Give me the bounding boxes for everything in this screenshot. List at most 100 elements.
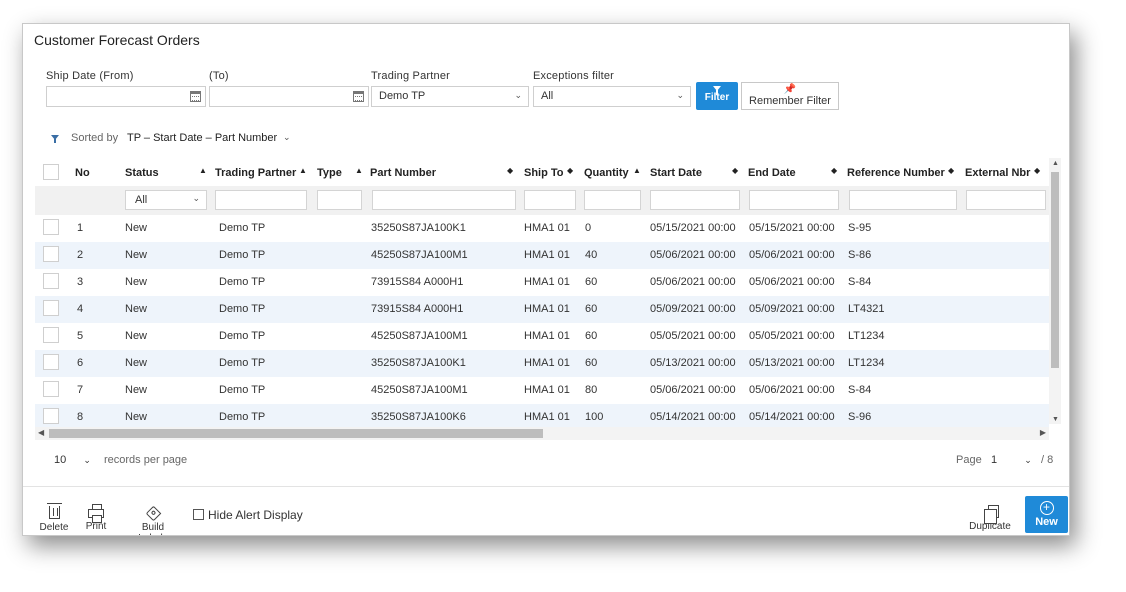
row-trading-partner: Demo TP: [219, 303, 266, 315]
row-checkbox[interactable]: [43, 273, 59, 289]
column-header-status[interactable]: Status: [125, 167, 159, 179]
row-quantity: 60: [585, 357, 598, 369]
exceptions-filter-select[interactable]: All ⌄: [533, 86, 691, 107]
start-date-filter-input[interactable]: [650, 190, 740, 210]
trading-partner-filter-input[interactable]: [215, 190, 307, 210]
table-row[interactable]: 3 New Demo TP 73915S84 A000H1 HMA1 01 60 05/06…: [35, 269, 1049, 296]
column-header-ship-to[interactable]: Ship To: [524, 167, 564, 179]
row-end-date: 05/06/2021 00:00: [749, 249, 835, 261]
quantity-filter-input[interactable]: [584, 190, 641, 210]
part-number-filter-input[interactable]: [372, 190, 516, 210]
row-status: New: [125, 357, 148, 369]
chevron-down-icon: ⌄: [192, 193, 200, 203]
sort-both-icon[interactable]: ◆: [732, 166, 739, 175]
type-filter-input[interactable]: [317, 190, 362, 210]
sort-both-icon[interactable]: ◆: [948, 166, 955, 175]
sort-asc-icon[interactable]: ▲: [355, 166, 363, 175]
row-checkbox[interactable]: [43, 327, 59, 343]
calendar-icon[interactable]: [353, 91, 364, 102]
row-number: 6: [77, 357, 84, 369]
table-row[interactable]: 7 New Demo TP 45250S87JA100M1 HMA1 01 80 05/06…: [35, 377, 1049, 404]
sort-asc-icon[interactable]: ▲: [633, 166, 641, 175]
column-header-trading-partner[interactable]: Trading Partner: [215, 167, 297, 179]
row-reference-number: S-86: [848, 249, 872, 261]
column-header-part-number[interactable]: Part Number: [370, 167, 437, 179]
print-button[interactable]: Print: [83, 503, 109, 532]
row-ship-to: HMA1 01: [524, 249, 570, 261]
ship-date-to-input[interactable]: [209, 86, 369, 107]
exceptions-filter-value: All: [541, 90, 554, 102]
records-per-page-select[interactable]: 10 ⌄: [54, 454, 91, 466]
trading-partner-label: Trading Partner: [371, 70, 451, 82]
print-label: Print: [85, 521, 107, 532]
row-part-number: 73915S84 A000H1: [371, 303, 464, 315]
row-reference-number: S-95: [848, 222, 872, 234]
table-row[interactable]: 8 New Demo TP 35250S87JA100K6 HMA1 01 100 05/1…: [35, 404, 1049, 431]
row-start-date: 05/09/2021 00:00: [650, 303, 736, 315]
build-labels-button[interactable]: Build Labels: [126, 503, 180, 535]
sort-both-icon[interactable]: ◆: [831, 166, 838, 175]
row-checkbox[interactable]: [43, 354, 59, 370]
column-header-start-date[interactable]: Start Date: [650, 167, 702, 179]
chevron-down-icon[interactable]: ⌄: [283, 132, 291, 142]
delete-button[interactable]: Delete: [39, 503, 69, 533]
customer-forecast-orders-window: Customer Forecast Orders Ship Date (From…: [22, 23, 1070, 536]
row-checkbox[interactable]: [43, 219, 59, 235]
reference-number-filter-input[interactable]: [849, 190, 957, 210]
horizontal-scrollbar[interactable]: ◀ ▶: [35, 427, 1049, 440]
row-checkbox[interactable]: [43, 246, 59, 262]
vertical-scroll-thumb[interactable]: [1051, 172, 1059, 368]
duplicate-button[interactable]: Duplicate: [968, 503, 1012, 532]
filter-button[interactable]: Filter: [696, 82, 738, 110]
remember-filter-label: Remember Filter: [749, 95, 831, 107]
page-number-select[interactable]: 1 ⌄: [991, 454, 1032, 466]
scroll-up-arrow-icon[interactable]: ▲: [1052, 160, 1059, 167]
trading-partner-select[interactable]: Demo TP ⌄: [371, 86, 529, 107]
status-filter-select[interactable]: All ⌄: [125, 190, 207, 210]
column-header-external-nbr[interactable]: External Nbr: [965, 167, 1031, 179]
table-row[interactable]: 5 New Demo TP 45250S87JA100M1 HMA1 01 60 05/05…: [35, 323, 1049, 350]
row-end-date: 05/06/2021 00:00: [749, 276, 835, 288]
sort-both-icon[interactable]: ◆: [567, 166, 574, 175]
table-row[interactable]: 1 New Demo TP 35250S87JA100K1 HMA1 01 0 05/15/…: [35, 215, 1049, 242]
row-number: 5: [77, 330, 84, 342]
hide-alert-checkbox[interactable]: [193, 509, 204, 520]
vertical-scrollbar[interactable]: ▲ ▼: [1049, 158, 1061, 424]
scroll-down-arrow-icon[interactable]: ▼: [1052, 416, 1059, 423]
sorted-by-label: Sorted by: [71, 132, 119, 144]
remember-filter-button[interactable]: 📌 Remember Filter: [741, 82, 839, 110]
row-checkbox[interactable]: [43, 300, 59, 316]
sort-both-icon[interactable]: ▲︎: [299, 166, 307, 175]
horizontal-scroll-thumb[interactable]: [49, 429, 543, 438]
row-trading-partner: Demo TP: [219, 330, 266, 342]
ship-to-filter-input[interactable]: [524, 190, 576, 210]
row-checkbox[interactable]: [43, 381, 59, 397]
table-row[interactable]: 2 New Demo TP 45250S87JA100M1 HMA1 01 40 05/06…: [35, 242, 1049, 269]
row-status: New: [125, 384, 148, 396]
ship-date-from-input[interactable]: [46, 86, 206, 107]
column-header-end-date[interactable]: End Date: [748, 167, 796, 179]
column-header-no[interactable]: No: [75, 167, 90, 179]
column-header-reference-number[interactable]: Reference Number: [847, 167, 945, 179]
calendar-icon[interactable]: [190, 91, 201, 102]
table-row[interactable]: 6 New Demo TP 35250S87JA100K1 HMA1 01 60 05/13…: [35, 350, 1049, 377]
row-number: 7: [77, 384, 84, 396]
hide-alert-display-toggle[interactable]: Hide Alert Display: [193, 508, 303, 522]
sort-both-icon[interactable]: ◆: [507, 166, 514, 175]
row-status: New: [125, 249, 148, 261]
column-header-type[interactable]: Type: [317, 167, 342, 179]
row-checkbox[interactable]: [43, 408, 59, 424]
end-date-filter-input[interactable]: [749, 190, 839, 210]
external-nbr-filter-input[interactable]: [966, 190, 1046, 210]
sort-asc-icon[interactable]: ▲: [199, 166, 207, 175]
column-header-quantity[interactable]: Quantity: [584, 167, 629, 179]
new-button[interactable]: + New: [1025, 496, 1068, 533]
sort-both-icon[interactable]: ◆: [1034, 166, 1041, 175]
row-part-number: 45250S87JA100M1: [371, 330, 468, 342]
scroll-left-arrow-icon[interactable]: ◀: [38, 428, 45, 437]
row-quantity: 60: [585, 303, 598, 315]
select-all-checkbox[interactable]: [43, 164, 59, 180]
scroll-right-arrow-icon[interactable]: ▶: [1039, 428, 1046, 437]
table-row[interactable]: 4 New Demo TP 73915S84 A000H1 HMA1 01 60 05/09…: [35, 296, 1049, 323]
row-reference-number: S-84: [848, 384, 872, 396]
